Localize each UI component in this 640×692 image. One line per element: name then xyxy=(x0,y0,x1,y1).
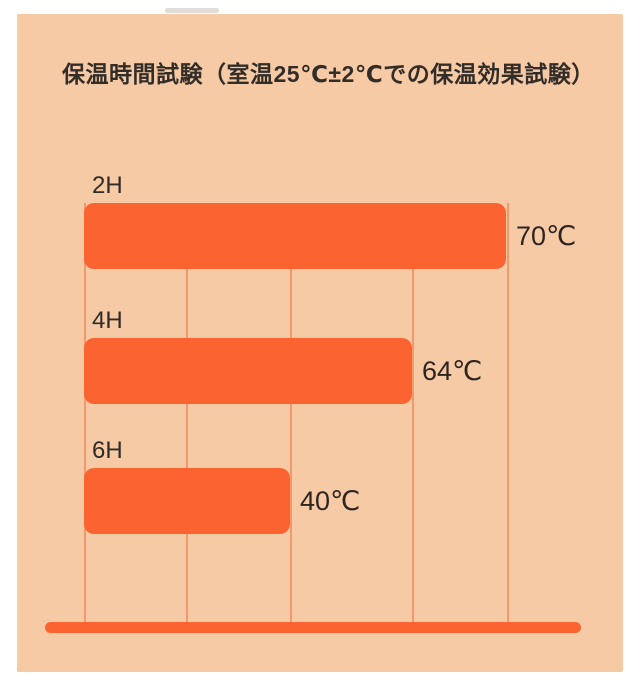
top-decorative-streak xyxy=(165,8,219,13)
bar-line: 64℃ xyxy=(84,338,482,404)
value-label: 70℃ xyxy=(516,220,577,251)
category-label: 4H xyxy=(92,307,123,334)
gridline xyxy=(290,203,292,623)
bar-row-6h: 6H 40℃ xyxy=(84,439,360,534)
category-label: 2H xyxy=(92,172,123,199)
value-label: 40℃ xyxy=(300,485,361,516)
gridline xyxy=(507,203,509,623)
gridline xyxy=(412,203,414,623)
bar-line: 40℃ xyxy=(84,468,360,534)
baseline-axis xyxy=(45,622,581,633)
gridline xyxy=(186,203,188,623)
bar-2h xyxy=(84,203,506,269)
category-label: 6H xyxy=(92,437,123,464)
bar-6h xyxy=(84,468,290,534)
bar-4h xyxy=(84,338,412,404)
value-label: 64℃ xyxy=(422,355,483,386)
bar-row-2h: 2H 70℃ xyxy=(84,174,576,269)
bar-row-4h: 4H 64℃ xyxy=(84,309,482,404)
gridline xyxy=(84,203,86,623)
chart-title: 保温時間試験（室温25℃±2℃での保温効果試験） xyxy=(62,61,595,87)
bar-line: 70℃ xyxy=(84,203,576,269)
